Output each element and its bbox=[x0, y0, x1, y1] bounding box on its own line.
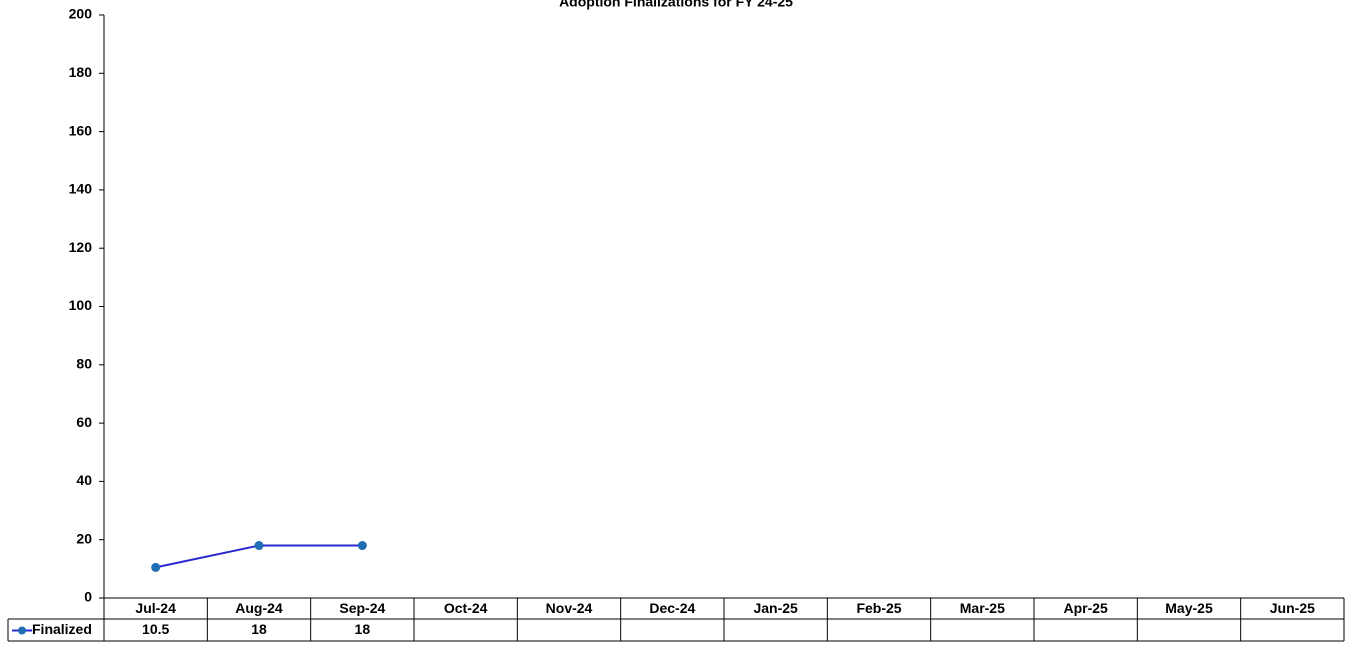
y-tick-label: 120 bbox=[69, 239, 93, 255]
x-tick-label: Apr-25 bbox=[1063, 600, 1108, 616]
x-tick-label: Jun-25 bbox=[1270, 600, 1315, 616]
y-tick-label: 140 bbox=[69, 181, 93, 197]
y-tick-label: 180 bbox=[69, 64, 93, 80]
point bbox=[151, 562, 161, 572]
y-tick-label: 40 bbox=[76, 472, 92, 488]
y-tick-label: 200 bbox=[69, 6, 93, 22]
x-tick-label: Oct-24 bbox=[444, 600, 488, 616]
chart-title: Adoption Finalizations for FY 24-25 bbox=[559, 0, 793, 10]
y-tick-label: 0 bbox=[84, 589, 92, 605]
x-tick-label: Mar-25 bbox=[960, 600, 1005, 616]
x-tick-label: Feb-25 bbox=[856, 600, 901, 616]
x-tick-label: Jan-25 bbox=[753, 600, 798, 616]
x-tick-label: Jul-24 bbox=[135, 600, 176, 616]
y-tick-label: 160 bbox=[69, 122, 93, 138]
x-tick-label: Nov-24 bbox=[546, 600, 593, 616]
x-tick-label: Sep-24 bbox=[339, 600, 385, 616]
table-value: 18 bbox=[251, 621, 267, 637]
y-tick-label: 20 bbox=[76, 530, 92, 546]
x-tick-label: May-25 bbox=[1165, 600, 1213, 616]
legend-label: Finalized bbox=[32, 621, 92, 637]
table-value: 18 bbox=[355, 621, 371, 637]
x-tick-label: Dec-24 bbox=[649, 600, 695, 616]
x-tick-label: Aug-24 bbox=[235, 600, 283, 616]
y-tick-label: 60 bbox=[76, 414, 92, 430]
table-value: 10.5 bbox=[142, 621, 169, 637]
point bbox=[357, 541, 367, 551]
legend-marker bbox=[18, 626, 26, 635]
y-tick-label: 80 bbox=[76, 356, 92, 372]
y-tick-label: 100 bbox=[69, 297, 93, 313]
point bbox=[254, 541, 264, 551]
